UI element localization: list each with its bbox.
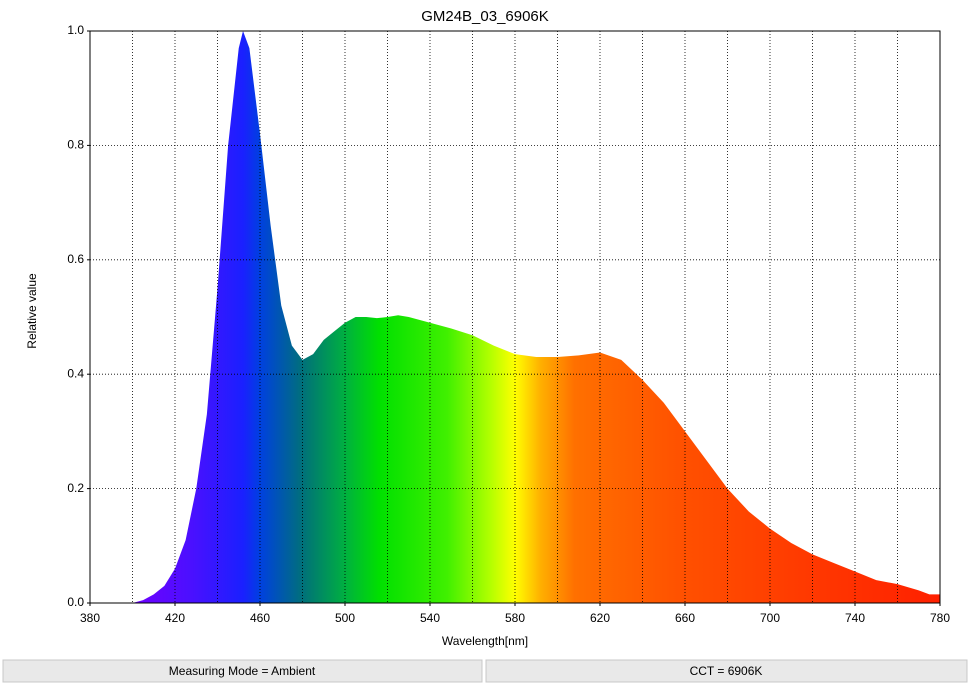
x-tick-label: 460 <box>250 611 270 625</box>
y-axis-label: Relative value <box>25 273 39 349</box>
status-text: CCT = 6906K <box>690 664 763 678</box>
x-tick-label: 620 <box>590 611 610 625</box>
y-tick-label: 1.0 <box>67 23 84 37</box>
x-tick-label: 780 <box>930 611 950 625</box>
x-tick-label: 500 <box>335 611 355 625</box>
chart-title: GM24B_03_6906K <box>421 8 549 25</box>
x-tick-label: 580 <box>505 611 525 625</box>
plot-frame <box>89 30 941 604</box>
x-axis-label: Wavelength[nm] <box>442 634 528 648</box>
x-tick-label: 740 <box>845 611 865 625</box>
y-tick-label: 0.8 <box>67 138 84 152</box>
x-tick-label: 660 <box>675 611 695 625</box>
status-button[interactable] <box>485 659 968 683</box>
x-tick-label: 420 <box>165 611 185 625</box>
status-button[interactable] <box>2 659 483 683</box>
x-tick-label: 700 <box>760 611 780 625</box>
x-tick-label: 380 <box>80 611 100 625</box>
y-tick-label: 0.0 <box>67 595 84 609</box>
status-text: Measuring Mode = Ambient <box>169 664 316 678</box>
x-tick-label: 540 <box>420 611 440 625</box>
y-tick-label: 0.6 <box>67 252 84 266</box>
y-tick-label: 0.4 <box>67 366 84 380</box>
y-tick-label: 0.2 <box>67 481 84 495</box>
